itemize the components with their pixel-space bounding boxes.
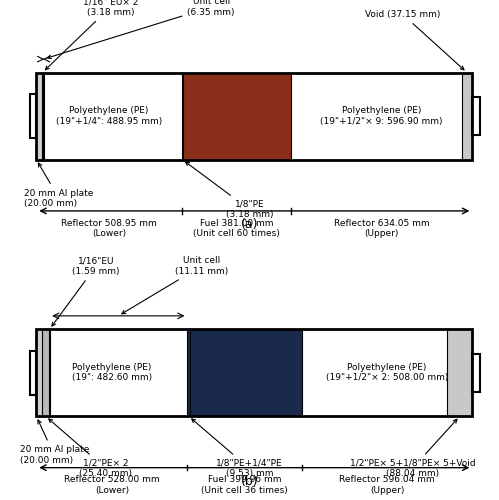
Text: Fuel 399.96 mm
(Unit cell 36 times): Fuel 399.96 mm (Unit cell 36 times) xyxy=(201,476,288,495)
Bar xyxy=(36,72,472,160)
Bar xyxy=(190,330,302,416)
Bar xyxy=(182,72,183,160)
Text: Reflector 528.00 mm
(Lower): Reflector 528.00 mm (Lower) xyxy=(64,476,160,495)
Text: Polyethylene (PE)
(19"+1/4": 488.95 mm): Polyethylene (PE) (19"+1/4": 488.95 mm) xyxy=(56,106,162,126)
Text: Unit cell
(11.11 mm): Unit cell (11.11 mm) xyxy=(122,256,228,314)
Text: Unit cell
(6.35 mm): Unit cell (6.35 mm) xyxy=(47,0,235,58)
Text: Polyethylene (PE)
(19"+1/2"× 9: 596.90 mm): Polyethylene (PE) (19"+1/2"× 9: 596.90 m… xyxy=(320,106,443,126)
Text: 1/8"PE
(3.18 mm): 1/8"PE (3.18 mm) xyxy=(186,162,273,219)
Text: Reflector 634.05 mm
(Upper): Reflector 634.05 mm (Upper) xyxy=(334,218,429,238)
Text: Polyethylene (PE)
(19"+1/2"× 2: 508.00 mm): Polyethylene (PE) (19"+1/2"× 2: 508.00 m… xyxy=(326,363,448,382)
Text: Reflector 596.04 mm
(Upper): Reflector 596.04 mm (Upper) xyxy=(339,476,435,495)
Bar xyxy=(36,330,472,416)
Text: 20 mm Al plate
(20.00 mm): 20 mm Al plate (20.00 mm) xyxy=(19,420,89,465)
Text: Reflector 508.95 mm
(Lower): Reflector 508.95 mm (Lower) xyxy=(61,218,157,238)
Bar xyxy=(43,72,44,160)
Text: Polyethylene (PE)
(19": 482.60 mm): Polyethylene (PE) (19": 482.60 mm) xyxy=(72,363,152,382)
Text: 1/16" EU× 2
(3.18 mm): 1/16" EU× 2 (3.18 mm) xyxy=(45,0,138,70)
Text: Void (37.15 mm): Void (37.15 mm) xyxy=(365,10,464,70)
Bar xyxy=(36,330,42,416)
Bar xyxy=(42,330,49,416)
Text: 1/2"PE× 5+1/8"PE× 5+Void
(88.04 mm): 1/2"PE× 5+1/8"PE× 5+Void (88.04 mm) xyxy=(350,420,475,478)
Bar xyxy=(36,72,472,160)
Text: 1/8"PE+1/4"PE
(9.53) mm: 1/8"PE+1/4"PE (9.53) mm xyxy=(192,419,283,478)
Bar xyxy=(187,330,190,416)
Text: (a): (a) xyxy=(241,218,258,231)
Bar xyxy=(447,330,472,416)
Text: 1/2"PE× 2
(25.40 mm): 1/2"PE× 2 (25.40 mm) xyxy=(49,419,132,478)
Bar xyxy=(36,72,42,160)
Bar xyxy=(472,97,480,135)
Bar xyxy=(42,72,43,160)
Text: Fuel 381.00 mm
(Unit cell 60 times): Fuel 381.00 mm (Unit cell 60 times) xyxy=(193,218,280,238)
Bar xyxy=(36,330,472,416)
Text: 1/16"EU
(1.59 mm): 1/16"EU (1.59 mm) xyxy=(52,256,120,326)
Bar xyxy=(29,94,36,138)
Bar xyxy=(462,72,472,160)
Text: (b): (b) xyxy=(241,475,258,488)
Bar xyxy=(183,72,291,160)
Bar xyxy=(472,354,480,392)
Text: 20 mm Al plate
(20.00 mm): 20 mm Al plate (20.00 mm) xyxy=(24,163,94,208)
Bar xyxy=(29,351,36,395)
